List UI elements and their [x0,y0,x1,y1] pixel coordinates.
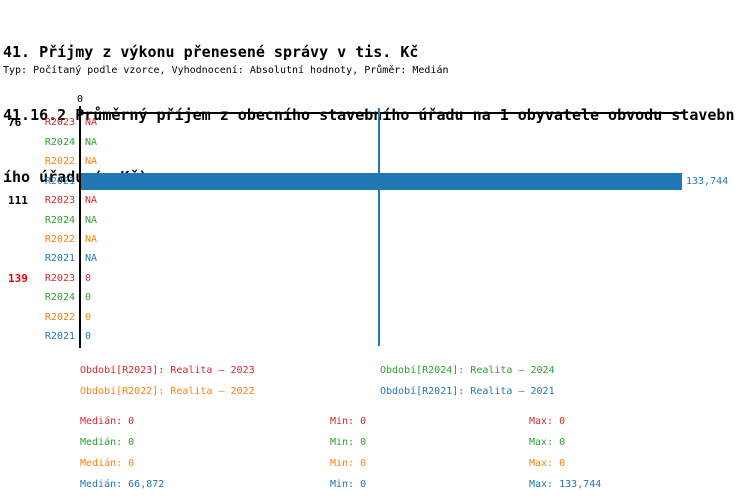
chart-row: R2024 0 [0,288,750,307]
series-label: R2024 [44,292,75,304]
bar-r2021 [81,173,682,190]
metric-title-line1: 41.16.2 Průměrný příjem z obecního stave… [3,105,735,124]
y-axis-line [79,106,81,348]
group-label-76: 76 [8,116,22,130]
stat-max-r2021: Max: 133,744 [529,479,602,490]
stat-max-r2022: Max: 0 [529,458,566,469]
median-line [378,108,380,346]
chart-row: R2021 0 [0,327,750,346]
series-label: R2022 [44,234,75,246]
series-label: R2022 [44,311,75,323]
chart-row: 76 R2023 NA [0,113,750,132]
value-label: NA [85,253,98,265]
value-label: 0 [85,311,92,323]
x-axis-line [80,112,685,114]
stat-min-r2023: Min: 0 [330,416,367,427]
value-label: NA [85,156,98,168]
legend-item-r2021: Období[R2021]: Realita – 2021 [380,385,555,397]
stat-median-r2022: Medián: 0 [80,458,135,469]
chart-rows: 76 R2023 NA R2024 NA R2022 NA R2021 133,… [0,113,750,346]
bar-value-label: 133,744 [686,175,729,187]
series-label: R2024 [44,214,75,226]
value-label: NA [85,195,98,207]
chart-row: R2021 NA [0,249,750,268]
series-label: R2021 [44,175,75,187]
chart-row: R2022 0 [0,308,750,327]
stat-max-r2023: Max: 0 [529,416,566,427]
chart-row: R2021 133,744 [0,172,750,191]
value-label: 0 [85,292,92,304]
group-label-111: 111 [8,194,28,208]
value-label: NA [85,234,98,246]
value-label: 0 [85,331,92,343]
stat-min-r2024: Min: 0 [330,437,367,448]
x-axis-tick-zero: 0 [76,94,84,105]
series-label: R2023 [44,195,75,207]
stat-median-r2023: Medián: 0 [80,416,135,427]
stat-min-r2021: Min: 0 [330,479,367,490]
stat-median-r2024: Medián: 0 [80,437,135,448]
group-label-139: 139 [8,271,28,285]
value-label: 0 [85,272,92,284]
chart-row: R2024 NA [0,211,750,230]
stat-min-r2022: Min: 0 [330,458,367,469]
chart-row: R2022 NA [0,152,750,171]
chart-row: 111 R2023 NA [0,191,750,210]
value-label: NA [85,136,98,148]
series-label: R2022 [44,156,75,168]
series-label: R2021 [44,331,75,343]
legend-item-r2022: Období[R2022]: Realita – 2022 [80,385,255,397]
series-label: R2023 [44,272,75,284]
chart-row: R2022 NA [0,230,750,249]
legend-item-r2023: Období[R2023]: Realita – 2023 [80,365,255,376]
series-label: R2021 [44,253,75,265]
page-title: 41. Příjmy z výkonu přenesené správy v t… [3,43,419,62]
stat-max-r2024: Max: 0 [529,437,566,448]
legend-item-r2024: Období[R2024]: Realita – 2024 [380,365,555,376]
stat-median-r2021: Medián: 66,872 [80,479,165,490]
value-label: NA [85,117,98,129]
value-label: NA [85,214,98,226]
chart-row: R2024 NA [0,133,750,152]
chart-row: 139 R2023 0 [0,269,750,288]
chart-meta: Typ: Počítaný podle vzorce, Vyhodnocení:… [3,65,449,76]
series-label: R2024 [44,136,75,148]
header: 41. Příjmy z výkonu přenesené správy v t… [3,1,735,229]
series-label: R2023 [44,117,75,129]
